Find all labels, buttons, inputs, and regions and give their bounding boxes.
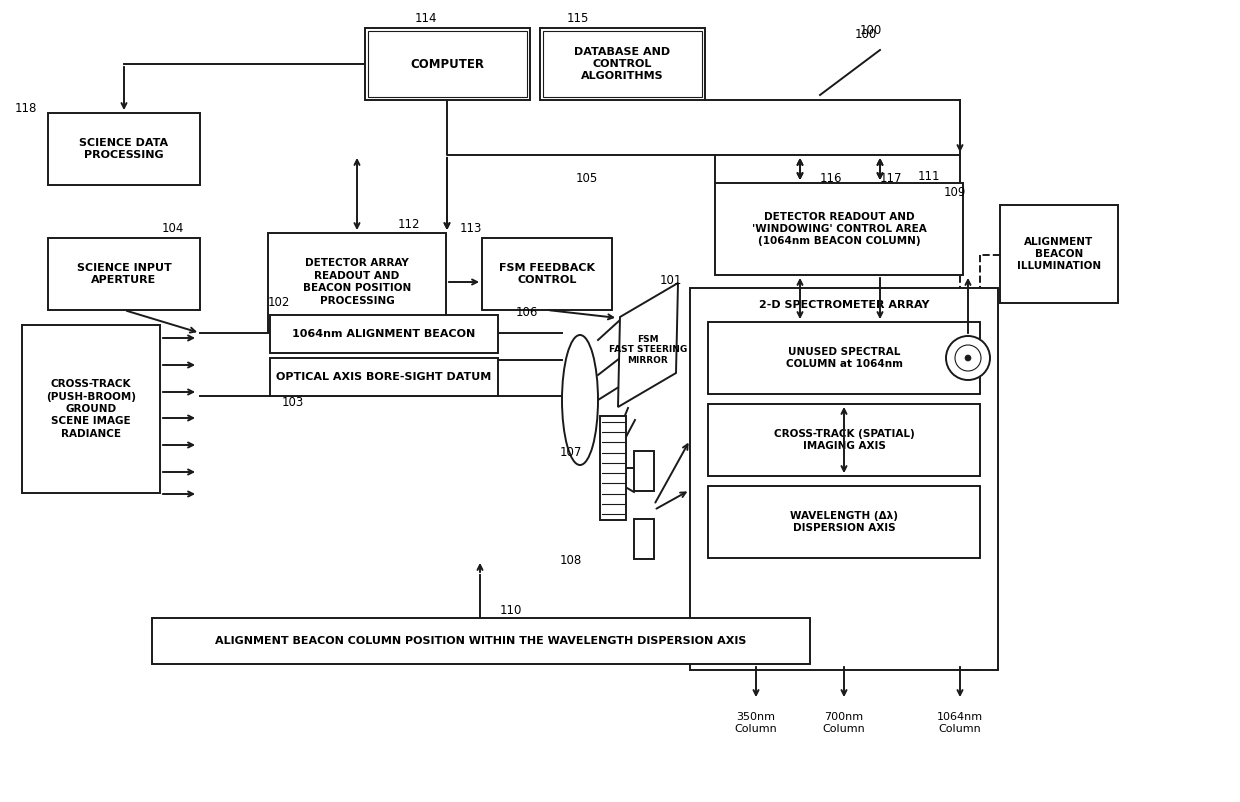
- Text: 112: 112: [398, 218, 420, 232]
- Bar: [634, 519, 653, 559]
- Text: UNUSED SPECTRAL
COLUMN at 1064nm: UNUSED SPECTRAL COLUMN at 1064nm: [785, 346, 903, 369]
- Bar: [543, 31, 702, 97]
- Text: 115: 115: [567, 11, 589, 25]
- Text: 117: 117: [880, 172, 903, 184]
- Circle shape: [946, 336, 990, 380]
- Bar: [22, 325, 160, 493]
- Bar: [268, 233, 446, 331]
- Bar: [153, 618, 810, 664]
- Text: 109: 109: [944, 185, 966, 199]
- Bar: [48, 113, 200, 185]
- Text: 107: 107: [560, 445, 583, 459]
- Circle shape: [965, 355, 971, 361]
- Bar: [365, 28, 529, 100]
- Bar: [48, 238, 200, 310]
- Text: OPTICAL AXIS BORE-SIGHT DATUM: OPTICAL AXIS BORE-SIGHT DATUM: [277, 372, 491, 382]
- Polygon shape: [618, 283, 678, 407]
- Bar: [999, 205, 1118, 303]
- Text: 104: 104: [162, 221, 185, 234]
- Text: 2-D SPECTROMETER ARRAY: 2-D SPECTROMETER ARRAY: [759, 300, 929, 310]
- Text: ALIGNMENT
BEACON
ILLUMINATION: ALIGNMENT BEACON ILLUMINATION: [1017, 237, 1101, 271]
- Text: 116: 116: [820, 172, 842, 184]
- Text: SCIENCE INPUT
APERTURE: SCIENCE INPUT APERTURE: [77, 263, 171, 286]
- Text: 350nm
Column: 350nm Column: [734, 712, 777, 734]
- Text: CROSS-TRACK (SPATIAL)
IMAGING AXIS: CROSS-TRACK (SPATIAL) IMAGING AXIS: [774, 429, 914, 452]
- Text: 1064nm ALIGNMENT BEACON: 1064nm ALIGNMENT BEACON: [293, 329, 476, 339]
- Text: 113: 113: [460, 221, 482, 234]
- Text: CROSS-TRACK
(PUSH-BROOM)
GROUND
SCENE IMAGE
RADIANCE: CROSS-TRACK (PUSH-BROOM) GROUND SCENE IM…: [46, 379, 136, 439]
- Bar: [539, 28, 706, 100]
- Text: COMPUTER: COMPUTER: [410, 58, 485, 71]
- Text: 100: 100: [856, 29, 877, 42]
- Bar: [689, 288, 998, 670]
- Text: 105: 105: [577, 172, 598, 184]
- Text: WAVELENGTH (Δλ)
DISPERSION AXIS: WAVELENGTH (Δλ) DISPERSION AXIS: [790, 511, 898, 533]
- Bar: [715, 183, 963, 275]
- Text: 102: 102: [268, 297, 290, 310]
- Text: 100: 100: [861, 23, 882, 37]
- Bar: [270, 358, 498, 396]
- Text: FSM FEEDBACK
CONTROL: FSM FEEDBACK CONTROL: [498, 263, 595, 286]
- Text: 108: 108: [560, 553, 583, 566]
- Text: 111: 111: [918, 169, 940, 183]
- Text: ALIGNMENT BEACON COLUMN POSITION WITHIN THE WAVELENGTH DISPERSION AXIS: ALIGNMENT BEACON COLUMN POSITION WITHIN …: [216, 636, 746, 646]
- Text: DATABASE AND
CONTROL
ALGORITHMS: DATABASE AND CONTROL ALGORITHMS: [574, 47, 671, 81]
- Text: 700nm
Column: 700nm Column: [822, 712, 866, 734]
- Ellipse shape: [562, 335, 598, 465]
- Text: 101: 101: [660, 273, 682, 286]
- Bar: [708, 486, 980, 558]
- Bar: [708, 404, 980, 476]
- Bar: [708, 322, 980, 394]
- Bar: [270, 315, 498, 353]
- Text: 110: 110: [500, 603, 522, 617]
- Text: FSM
FAST STEERING
MIRROR: FSM FAST STEERING MIRROR: [609, 335, 687, 365]
- Text: 103: 103: [281, 395, 304, 408]
- Text: 1064nm
Column: 1064nm Column: [937, 712, 983, 734]
- Bar: [634, 451, 653, 491]
- Text: DETECTOR ARRAY
READOUT AND
BEACON POSITION
PROCESSING: DETECTOR ARRAY READOUT AND BEACON POSITI…: [303, 258, 412, 306]
- Bar: [482, 238, 613, 310]
- Text: DETECTOR READOUT AND
'WINDOWING' CONTROL AREA
(1064nm BEACON COLUMN): DETECTOR READOUT AND 'WINDOWING' CONTROL…: [751, 212, 926, 246]
- Text: 106: 106: [516, 306, 538, 318]
- Text: 114: 114: [415, 11, 438, 25]
- Polygon shape: [600, 416, 626, 520]
- Text: 118: 118: [15, 102, 37, 115]
- Text: SCIENCE DATA
PROCESSING: SCIENCE DATA PROCESSING: [79, 138, 169, 160]
- Bar: [368, 31, 527, 97]
